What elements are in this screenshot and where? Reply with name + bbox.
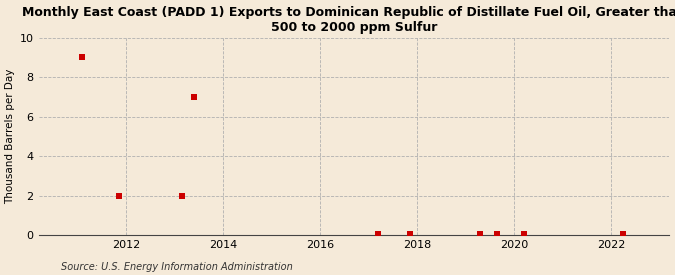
Point [492, 232, 503, 236]
Point [176, 194, 187, 198]
Point [188, 95, 199, 99]
Point [518, 232, 529, 236]
Y-axis label: Thousand Barrels per Day: Thousand Barrels per Day [5, 69, 16, 204]
Point [113, 194, 124, 198]
Text: Source: U.S. Energy Information Administration: Source: U.S. Energy Information Administ… [61, 262, 292, 272]
Point [618, 232, 628, 236]
Point [475, 232, 485, 236]
Point [373, 232, 383, 236]
Title: Monthly East Coast (PADD 1) Exports to Dominican Republic of Distillate Fuel Oil: Monthly East Coast (PADD 1) Exports to D… [22, 6, 675, 34]
Point [404, 232, 415, 236]
Point [77, 55, 88, 59]
